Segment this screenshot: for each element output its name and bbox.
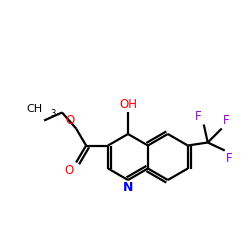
Text: F: F xyxy=(195,110,202,124)
Text: 3: 3 xyxy=(50,108,56,118)
Text: CH: CH xyxy=(26,104,42,115)
Text: F: F xyxy=(223,114,230,128)
Text: O: O xyxy=(65,164,74,176)
Text: O: O xyxy=(66,114,75,128)
Text: F: F xyxy=(226,152,232,164)
Text: OH: OH xyxy=(119,98,137,111)
Text: N: N xyxy=(123,181,133,194)
